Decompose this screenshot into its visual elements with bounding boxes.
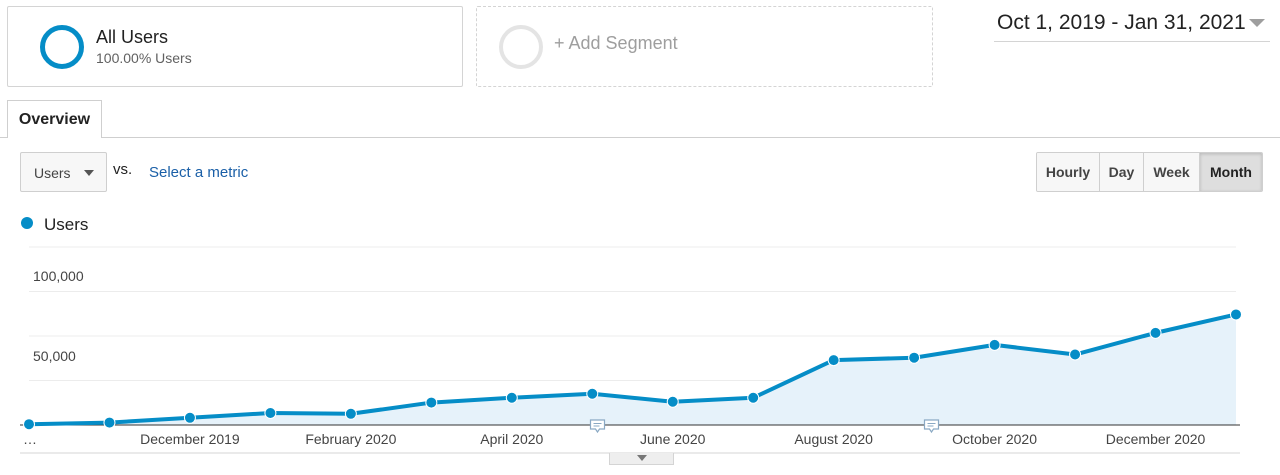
x-tick-label: April 2020 <box>480 431 543 447</box>
week-button[interactable]: Week <box>1144 153 1200 191</box>
data-point-jun-2020[interactable] <box>666 395 679 408</box>
day-button[interactable]: Day <box>1100 153 1144 191</box>
data-point-aug-2020[interactable] <box>827 354 840 367</box>
users-area-fill <box>29 314 1236 425</box>
empty-segment-ring-icon <box>499 25 543 69</box>
annotation-icon[interactable] <box>589 419 606 434</box>
annotation-icon[interactable] <box>923 419 940 434</box>
caret-down-icon <box>1249 19 1265 27</box>
data-point-nov-2019[interactable] <box>103 416 116 429</box>
segment-ring-icon <box>40 25 84 69</box>
data-point-dec-2019[interactable] <box>183 411 196 424</box>
data-point-dec-2020[interactable] <box>1149 326 1162 339</box>
caret-down-icon <box>84 170 94 176</box>
date-range-picker[interactable]: Oct 1, 2019 - Jan 31, 2021 <box>994 8 1270 42</box>
data-point-oct-2020[interactable] <box>988 338 1001 351</box>
chart-collapse-handle[interactable] <box>609 453 674 465</box>
chevron-down-icon <box>637 455 647 461</box>
segment-card-all-users[interactable]: All Users 100.00% Users <box>7 6 463 87</box>
data-point-may-2020[interactable] <box>586 387 599 400</box>
data-point-mar-2020[interactable] <box>425 396 438 409</box>
date-range-text: Oct 1, 2019 - Jan 31, 2021 <box>997 11 1246 34</box>
data-point-jan-2020[interactable] <box>264 406 277 419</box>
x-tick-label: August 2020 <box>794 431 873 447</box>
month-button[interactable]: Month <box>1200 153 1262 191</box>
x-tick-label: December 2020 <box>1106 431 1206 447</box>
legend-dot-icon <box>21 217 33 229</box>
data-point-oct-2019[interactable] <box>23 418 35 431</box>
vs-label: vs. <box>113 161 133 178</box>
tab-divider <box>0 137 1280 138</box>
x-tick-label: February 2020 <box>305 431 396 447</box>
users-series-line <box>28 312 1237 427</box>
data-point-jul-2020[interactable] <box>747 391 760 404</box>
add-segment-label: + Add Segment <box>554 33 678 53</box>
data-point-apr-2020[interactable] <box>505 391 518 404</box>
data-point-feb-2020[interactable] <box>344 407 357 420</box>
y-tick-label: 50,000 <box>33 348 76 364</box>
y-tick-label: 100,000 <box>33 268 84 284</box>
data-point-sep-2020[interactable] <box>908 351 921 364</box>
add-segment-button[interactable]: + Add Segment <box>476 6 933 87</box>
x-tick-label: June 2020 <box>640 431 706 447</box>
data-point-jan-2021[interactable] <box>1230 308 1242 321</box>
granularity-buttons: Hourly Day Week Month <box>1036 152 1263 192</box>
data-point-nov-2020[interactable] <box>1069 348 1082 361</box>
segment-title: All Users <box>96 27 169 47</box>
x-tick-label-start: … <box>23 431 37 447</box>
tab-overview[interactable]: Overview <box>7 100 102 138</box>
metric-dropdown-label: Users <box>34 165 71 181</box>
hourly-button[interactable]: Hourly <box>1037 153 1100 191</box>
segment-subtitle: 100.00% Users <box>96 50 192 66</box>
legend-label: Users <box>44 215 89 234</box>
x-tick-label: October 2020 <box>952 431 1037 447</box>
x-tick-label: December 2019 <box>140 431 240 447</box>
metric-dropdown[interactable]: Users <box>20 152 107 192</box>
select-metric-link[interactable]: Select a metric <box>149 164 249 181</box>
